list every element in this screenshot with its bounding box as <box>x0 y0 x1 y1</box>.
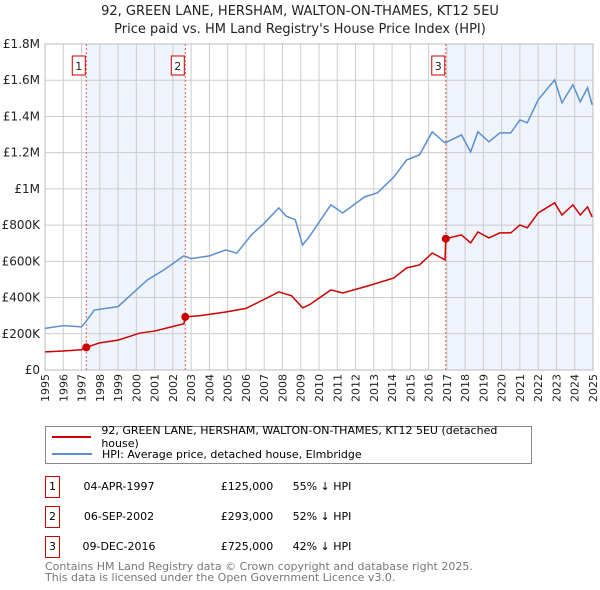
x-tick-label: 2013 <box>368 374 381 402</box>
transaction-hpi: 55% ↓ HPI <box>292 480 352 493</box>
y-tick-label: £600K <box>2 254 42 268</box>
sale-point <box>441 234 450 243</box>
hpi-series-line <box>44 78 593 330</box>
x-tick-label: 2010 <box>313 374 326 402</box>
x-tick-label: 2011 <box>331 374 344 402</box>
shaded-region <box>86 44 186 370</box>
y-tick-label: £200K <box>2 327 42 341</box>
x-tick-label: 2012 <box>350 374 363 402</box>
legend-hpi-swatch <box>52 453 92 455</box>
shaded-region <box>445 44 593 370</box>
x-tick-label: 2021 <box>514 374 527 402</box>
sale-marker-label: 3 <box>435 60 442 73</box>
x-tick-label: 2009 <box>295 374 308 402</box>
transaction-price: £293,000 <box>220 510 274 523</box>
x-tick-label: 2017 <box>441 374 454 402</box>
sale-point <box>82 343 91 352</box>
legend-hpi-label: HPI: Average price, detached house, Elmb… <box>102 447 362 461</box>
x-tick-label: 2006 <box>240 374 253 402</box>
plot-frame <box>44 43 594 371</box>
transaction-date: 04-APR-1997 <box>83 480 155 493</box>
legend: 92, GREEN LANE, HERSHAM, WALTON-ON-THAME… <box>45 424 532 464</box>
x-tick-label: 2023 <box>550 374 563 402</box>
price-chart: 1995 1996 1997 1998 1999 2000 2001 2002 2003 2004… <box>2 37 600 402</box>
x-tick-label: 1995 <box>39 374 52 402</box>
x-tick-label: 2019 <box>477 374 490 402</box>
y-tick-label: £800K <box>2 218 42 232</box>
sale-marker-box <box>431 55 446 76</box>
y-tick-label: £400K <box>2 291 42 305</box>
sale-marker-box <box>71 55 86 76</box>
transaction-price: £125,000 <box>220 480 274 493</box>
transaction-number: 2 <box>45 506 60 528</box>
transaction-row: 1 04-APR-1997 £125,000 55% ↓ HPI <box>45 476 545 498</box>
transaction-price: £725,000 <box>220 540 274 553</box>
x-tick-label: 2003 <box>185 374 198 402</box>
x-tick-label: 2000 <box>130 374 143 402</box>
footer-copyright: Contains HM Land Registry data © Crown c… <box>45 560 473 573</box>
legend-price-label: 92, GREEN LANE, HERSHAM, WALTON-ON-THAME… <box>101 424 498 450</box>
sale-point <box>181 312 190 321</box>
transaction-number: 1 <box>45 476 60 498</box>
transaction-date: 09-DEC-2016 <box>82 540 156 553</box>
y-tick-label: £1M <box>14 182 40 196</box>
transaction-number: 3 <box>45 536 60 558</box>
x-tick-label: 2001 <box>149 374 162 402</box>
x-tick-label: 2008 <box>276 374 289 402</box>
sale-marker-label: 1 <box>75 60 82 73</box>
x-tick-label: 1998 <box>94 374 107 402</box>
chart-subtitle: Price paid vs. HM Land Registry's House … <box>114 22 486 37</box>
x-tick-label: 2007 <box>258 374 271 402</box>
x-tick-label: 2002 <box>167 374 180 402</box>
x-tick-label: 2016 <box>423 374 436 402</box>
x-tick-label: 2022 <box>532 374 545 402</box>
y-tick-label: £1.6M <box>3 73 40 87</box>
x-tick-label: 2005 <box>222 374 235 402</box>
y-tick-label: £1.4M <box>3 109 40 123</box>
transaction-hpi: 42% ↓ HPI <box>292 540 352 553</box>
x-tick-label: 1999 <box>112 374 125 402</box>
x-tick-label: 2015 <box>404 374 417 402</box>
sale-marker-box <box>170 55 185 76</box>
x-tick-label: 1997 <box>76 374 89 402</box>
x-tick-label: 2025 <box>587 374 600 402</box>
x-tick-label: 2020 <box>496 374 509 402</box>
price-series-line <box>44 201 593 353</box>
transaction-row: 3 09-DEC-2016 £725,000 42% ↓ HPI <box>45 536 545 558</box>
transaction-date: 06-SEP-2002 <box>83 510 155 523</box>
y-tick-label: £1.2M <box>3 146 40 160</box>
x-tick-label: 1996 <box>57 374 70 402</box>
transaction-row: 2 06-SEP-2002 £293,000 52% ↓ HPI <box>45 506 545 528</box>
x-tick-label: 2014 <box>386 374 399 402</box>
transaction-hpi: 52% ↓ HPI <box>292 510 352 523</box>
y-tick-label: £1.8M <box>3 37 40 51</box>
chart-title: 92, GREEN LANE, HERSHAM, WALTON-ON-THAME… <box>101 4 499 19</box>
y-tick-label: £0 <box>25 363 40 377</box>
x-tick-label: 2024 <box>569 374 582 402</box>
sale-marker-label: 2 <box>174 60 181 73</box>
footer-licence: This data is licensed under the Open Gov… <box>45 571 396 584</box>
x-tick-label: 2004 <box>203 374 216 402</box>
x-tick-label: 2018 <box>459 374 472 402</box>
legend-price-swatch <box>52 436 92 438</box>
